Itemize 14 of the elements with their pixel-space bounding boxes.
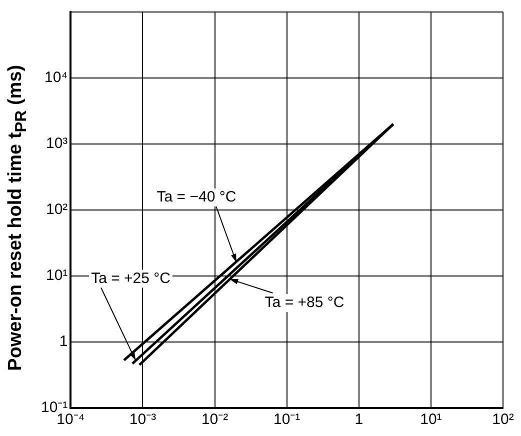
x-tick-label: 1 <box>354 411 364 428</box>
x-tick-label: 10⁻¹ <box>273 411 300 428</box>
y-tick-label: 10¹ <box>46 267 68 284</box>
annotation: Ta = +85 °C <box>264 294 344 312</box>
annotation: Ta = +25 °C <box>91 270 171 287</box>
y-tick-label: 10³ <box>46 135 68 152</box>
x-tick-label: 10⁻³ <box>129 411 156 428</box>
x-tick-label: 10⁻² <box>201 411 228 428</box>
x-tick-label: 10² <box>492 411 514 428</box>
y-tick-label: 1 <box>59 333 68 350</box>
x-tick-label: 10¹ <box>420 411 442 428</box>
y-tick-label: 10² <box>46 201 68 218</box>
y-tick-label: 10⁴ <box>44 69 68 86</box>
annotation: Ta = −40 °C <box>156 188 236 206</box>
